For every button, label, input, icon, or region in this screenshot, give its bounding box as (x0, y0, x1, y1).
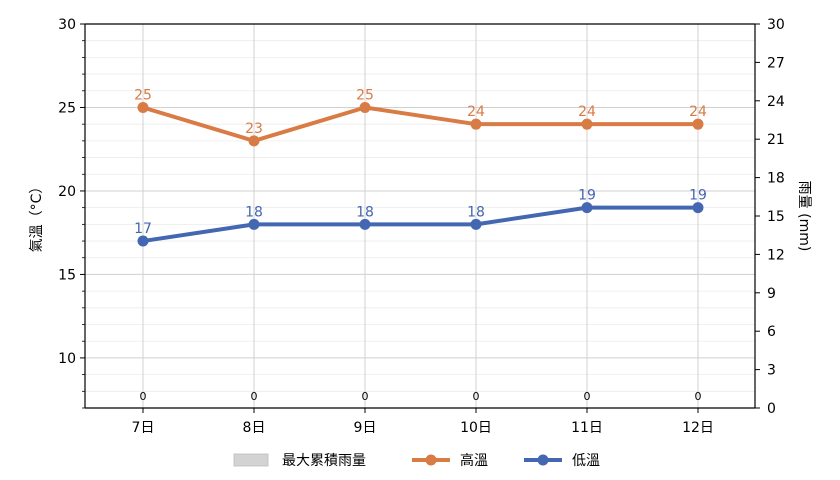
rain-bar-label: 0 (584, 390, 591, 403)
data-label: 18 (467, 204, 485, 220)
y-tick-label-left: 30 (58, 17, 76, 33)
minor-grid (85, 40, 755, 409)
y-tick-label-right: 24 (767, 94, 785, 110)
y-tick-label-right: 6 (767, 324, 776, 340)
data-point (137, 101, 149, 113)
legend-swatch-rain (233, 453, 269, 467)
data-label: 24 (578, 104, 596, 120)
data-labels: 0 0 0 0 0 0 25 23 25 24 24 24 17 18 18 18 19 19 (134, 87, 707, 403)
data-label: 25 (356, 87, 374, 103)
rain-bar-label: 0 (140, 390, 147, 403)
rain-bar-label: 0 (251, 390, 258, 403)
data-point (248, 218, 260, 230)
y-tick-label-right: 27 (767, 55, 785, 71)
series-lines (137, 101, 704, 247)
major-grid (85, 23, 755, 408)
y-tick-label-right: 21 (767, 132, 785, 148)
x-tick-label: 8日 (243, 420, 266, 436)
data-point (248, 135, 260, 147)
data-label: 18 (245, 204, 263, 220)
legend: 最大累積雨量 高溫 低溫 (233, 452, 600, 469)
y-tick-label-right: 12 (767, 247, 785, 263)
x-tick-label: 10日 (460, 420, 492, 436)
y-tick-label-right: 18 (767, 171, 785, 187)
data-label: 24 (689, 104, 707, 120)
data-label: 19 (689, 188, 707, 204)
data-label: 17 (134, 221, 152, 237)
x-tick-label: 7日 (132, 420, 155, 436)
series-line-高溫 (141, 105, 700, 143)
rain-bar-label: 0 (362, 390, 369, 403)
axes: 10 15 20 25 30 0 3 6 9 12 15 18 21 24 27 30 7日 8日 9日 10日 11日… (58, 17, 785, 436)
rain-bar-label: 0 (473, 390, 480, 403)
legend-label: 低溫 (572, 453, 600, 469)
series-line-低溫 (141, 205, 700, 244)
data-label: 18 (356, 204, 374, 220)
legend-marker (537, 454, 549, 466)
data-point (581, 118, 593, 130)
data-label: 19 (578, 188, 596, 204)
data-label: 23 (245, 121, 263, 137)
y-tick-label-right: 30 (767, 17, 785, 33)
x-tick-label: 12日 (682, 420, 714, 436)
legend-label: 高溫 (460, 452, 488, 469)
data-point (359, 101, 371, 113)
y-tick-label-right: 0 (767, 401, 776, 417)
data-point (692, 118, 704, 130)
y-axis-label-right: 雨量 (mm) (796, 181, 812, 252)
y-tick-label-left: 20 (58, 184, 76, 200)
data-point (692, 202, 704, 214)
legend-label: 最大累積雨量 (282, 453, 366, 469)
y-tick-label-right: 9 (767, 286, 776, 302)
y-tick-label-left: 15 (58, 267, 76, 283)
rain-bar-label: 0 (695, 390, 702, 403)
x-tick-label: 9日 (354, 420, 377, 436)
y-tick-label-right: 15 (767, 209, 785, 225)
y-tick-label-right: 3 (767, 363, 776, 379)
data-point (470, 118, 482, 130)
data-point (470, 218, 482, 230)
x-tick-label: 11日 (571, 420, 603, 436)
y-tick-label-left: 10 (58, 351, 76, 367)
legend-marker (425, 454, 437, 466)
data-point (359, 218, 371, 230)
y-axis-label-left: 氣溫（°C） (29, 180, 45, 253)
y-tick-label-left: 25 (58, 100, 76, 116)
data-label: 24 (467, 104, 485, 120)
data-point (581, 202, 593, 214)
data-label: 25 (134, 87, 152, 103)
data-point (137, 235, 149, 247)
